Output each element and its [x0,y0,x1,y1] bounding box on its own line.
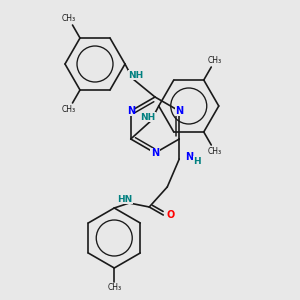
Text: N: N [185,152,193,162]
Text: O: O [166,210,174,220]
Text: HN: HN [118,194,133,203]
Text: N: N [151,148,159,158]
Text: NH: NH [128,70,144,80]
Text: H: H [194,157,201,166]
Text: CH₃: CH₃ [208,147,222,156]
Text: CH₃: CH₃ [62,14,76,23]
Text: CH₃: CH₃ [208,56,222,65]
Text: N: N [175,106,183,116]
Text: NH: NH [140,112,155,122]
Text: N: N [127,106,135,116]
Text: CH₃: CH₃ [62,105,76,114]
Text: CH₃: CH₃ [107,283,121,292]
